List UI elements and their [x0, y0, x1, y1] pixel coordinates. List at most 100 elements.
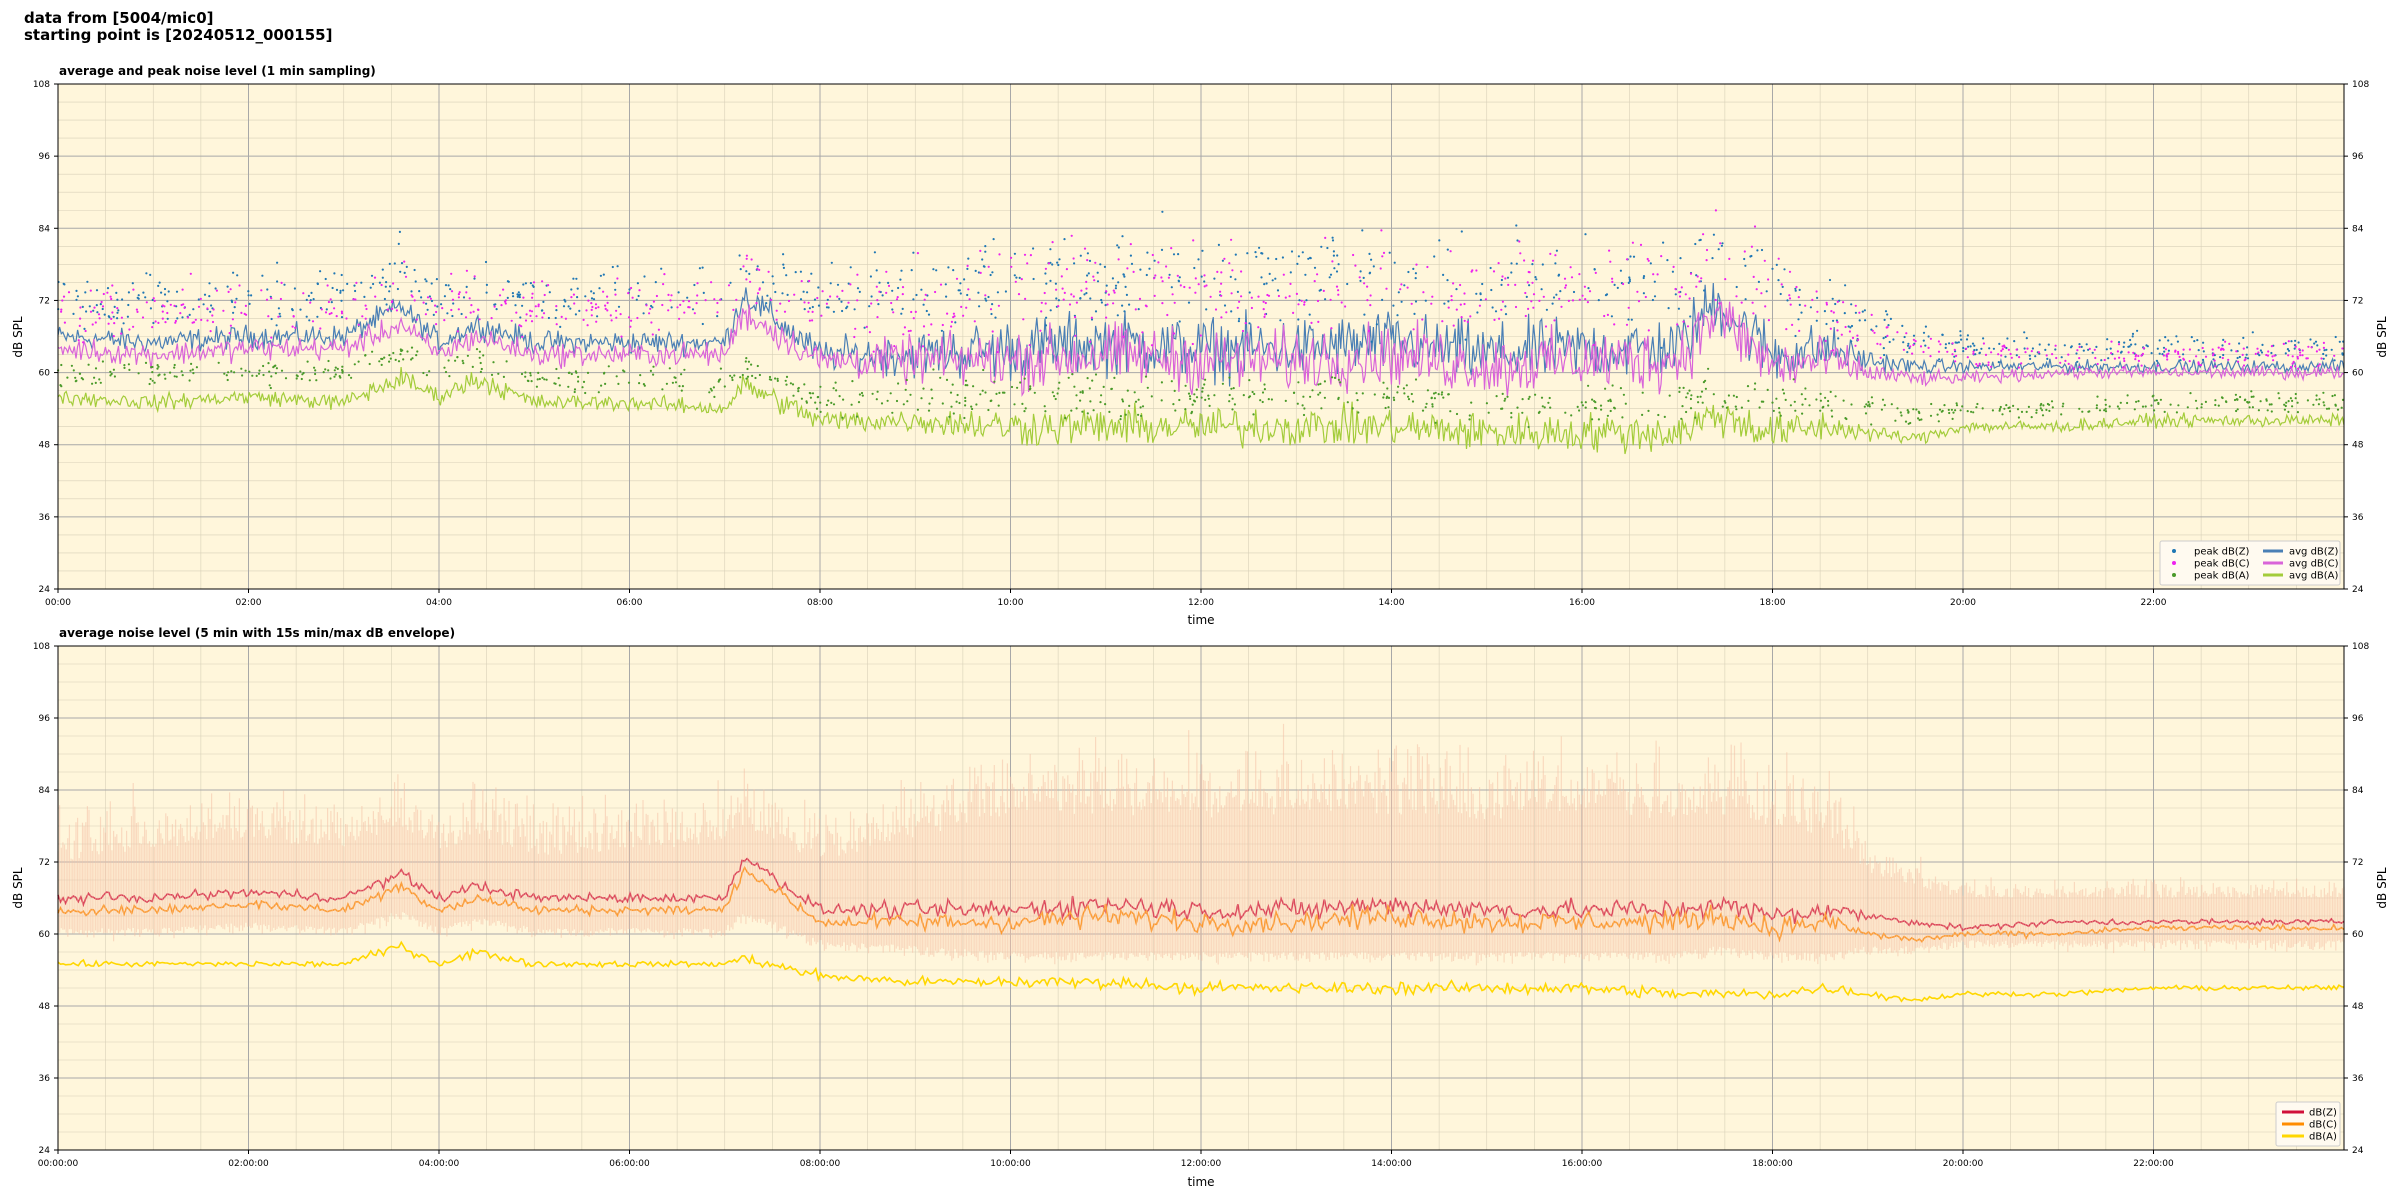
scatter-point: [1372, 265, 1375, 268]
scatter-point: [1896, 407, 1899, 410]
scatter-point: [2214, 403, 2217, 407]
scatter-point: [1647, 329, 1650, 332]
scatter-point: [2140, 354, 2143, 357]
scatter-point: [1083, 247, 1087, 250]
scatter-point: [906, 400, 909, 403]
scatter-point: [1749, 255, 1752, 258]
scatter-point: [607, 365, 610, 368]
legend-label: avg dB(A): [2289, 571, 2339, 582]
scatter-point: [1070, 409, 1073, 412]
scatter-point: [101, 307, 104, 311]
series-avg-db-c: [57, 300, 2345, 397]
scatter-point: [324, 311, 328, 314]
scatter-point: [1450, 295, 1453, 298]
scatter-point: [1403, 284, 1406, 287]
scatter-point: [2104, 398, 2107, 401]
scatter-point: [638, 382, 641, 385]
scatter-point: [1145, 273, 1148, 277]
scatter-point: [2016, 408, 2020, 411]
scatter-point: [210, 304, 213, 307]
y-tick-label-right: 84: [2352, 786, 2364, 796]
scatter-point: [313, 366, 316, 369]
scatter-point: [1178, 276, 1181, 279]
scatter-point: [484, 260, 488, 264]
scatter-point: [91, 323, 94, 326]
scatter-point: [768, 375, 772, 379]
scatter-point: [963, 278, 966, 281]
scatter-point: [2260, 351, 2264, 354]
scatter-point: [1382, 251, 1386, 254]
scatter-point: [1424, 299, 1427, 302]
scatter-point: [1132, 270, 1135, 273]
scatter-point: [1058, 258, 1061, 261]
scatter-point: [783, 310, 787, 313]
scatter-point: [902, 403, 905, 406]
scatter-point: [1541, 263, 1544, 266]
scatter-point: [1412, 328, 1415, 331]
scatter-point: [1157, 261, 1160, 264]
scatter-point: [2213, 359, 2216, 362]
scatter-point: [619, 313, 622, 316]
scatter-point: [1781, 285, 1784, 288]
scatter-point: [1106, 303, 1109, 306]
scatter-point: [1504, 397, 1507, 400]
scatter-point: [680, 389, 683, 392]
scatter-point: [1323, 396, 1326, 399]
scatter-point: [1883, 318, 1886, 321]
scatter-point: [89, 289, 92, 292]
scatter-point: [1133, 391, 1136, 394]
scatter-point: [2047, 343, 2050, 346]
scatter-point: [233, 306, 236, 309]
scatter-point: [2078, 345, 2081, 349]
scatter-point: [1205, 308, 1208, 311]
scatter-point: [1584, 298, 1587, 301]
scatter-point: [360, 281, 363, 284]
scatter-point: [1209, 295, 1212, 298]
scatter-point: [454, 359, 457, 362]
scatter-point: [1798, 288, 1801, 291]
x-tick-label: 20:00: [1950, 598, 1976, 608]
scatter-point: [636, 316, 639, 320]
scatter-point: [1248, 379, 1251, 382]
scatter-point: [1653, 295, 1657, 298]
scatter-point: [327, 369, 330, 372]
scatter-point: [716, 315, 719, 318]
scatter-point: [850, 403, 853, 406]
scatter-point: [1495, 395, 1498, 398]
scatter-point: [985, 299, 988, 302]
scatter-point: [327, 359, 330, 363]
scatter-point: [830, 261, 833, 264]
scatter-point: [1281, 256, 1284, 259]
scatter-point: [2202, 350, 2205, 353]
scatter-point: [971, 407, 974, 411]
scatter-point: [188, 379, 191, 382]
scatter-point: [309, 301, 312, 304]
scatter-point: [1303, 407, 1306, 410]
scatter-point: [2126, 394, 2129, 397]
scatter-point: [402, 358, 405, 361]
scatter-point: [1611, 280, 1614, 283]
scatter-point: [1885, 326, 1888, 329]
scatter-point: [262, 373, 265, 377]
scatter-point: [1086, 259, 1089, 262]
scatter-point: [103, 313, 106, 316]
y-tick-label-left: 108: [33, 80, 50, 90]
scatter-point: [1271, 279, 1274, 282]
scatter-point: [227, 371, 230, 374]
scatter-point: [683, 368, 686, 371]
scatter-point: [316, 282, 319, 285]
scatter-point: [60, 308, 63, 311]
scatter-point: [987, 295, 990, 299]
scatter-point: [555, 305, 558, 308]
scatter-point: [1086, 252, 1089, 255]
scatter-point: [1721, 242, 1724, 245]
scatter-point: [900, 269, 903, 272]
scatter-point: [909, 329, 912, 332]
scatter-point: [163, 305, 166, 308]
scatter-point: [515, 311, 518, 314]
scatter-point: [1452, 282, 1455, 285]
scatter-point: [1201, 390, 1204, 393]
scatter-point: [504, 302, 507, 305]
scatter-point: [1105, 316, 1108, 319]
scatter-point: [1718, 302, 1721, 305]
